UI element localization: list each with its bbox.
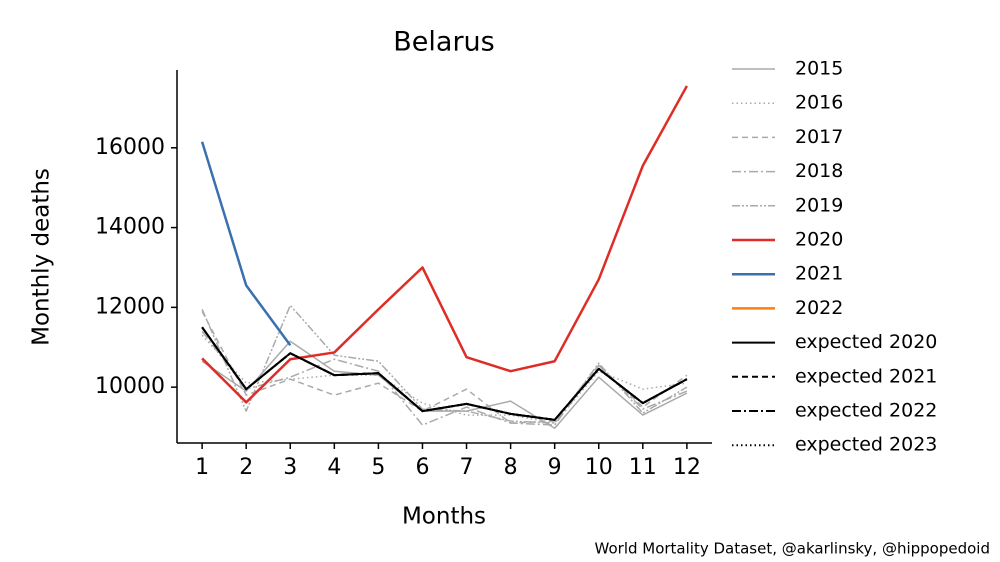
y-tick-label: 10000 [95, 374, 165, 399]
series-line [201, 85, 688, 404]
y-tick-label: 16000 [95, 135, 165, 160]
y-tick-label: 12000 [95, 294, 165, 319]
x-tick-label: 1 [195, 455, 209, 480]
x-tick-label: 9 [548, 455, 562, 480]
legend-label: 2019 [795, 194, 843, 216]
y-axis-label: Monthly deaths [29, 168, 55, 346]
x-tick-label: 6 [415, 455, 429, 480]
series-line [201, 326, 688, 421]
legend-label: 2018 [795, 160, 843, 182]
series-line [201, 311, 688, 424]
x-tick-label: 5 [371, 455, 385, 480]
legend-label: 2017 [795, 126, 843, 148]
legend-label: 2021 [795, 263, 843, 285]
x-axis-label: Months [402, 504, 486, 530]
series-line [201, 340, 688, 429]
x-tick-label: 4 [327, 455, 341, 480]
x-tick-label: 7 [460, 455, 474, 480]
x-tick-label: 2 [239, 455, 253, 480]
x-tick-label: 8 [504, 455, 518, 480]
legend-label: expected 2021 [795, 365, 937, 387]
series-line [201, 334, 687, 424]
legend-label: expected 2023 [795, 434, 937, 456]
series-line [200, 141, 292, 347]
legend-label: 2020 [795, 229, 843, 251]
source-note: World Mortality Dataset, @akarlinsky, @h… [595, 540, 990, 558]
legend-label: 2015 [795, 58, 843, 80]
series-line [201, 330, 688, 426]
y-tick-label: 14000 [95, 215, 165, 240]
legend-label: expected 2022 [795, 400, 937, 422]
x-tick-label: 11 [629, 455, 657, 480]
legend-label: 2022 [795, 297, 843, 319]
x-tick-label: 10 [585, 455, 613, 480]
chart-title: Belarus [393, 27, 494, 58]
x-tick-label: 3 [283, 455, 297, 480]
legend-label: 2016 [795, 92, 843, 114]
legend-label: expected 2020 [795, 331, 937, 353]
x-tick-label: 12 [673, 455, 701, 480]
